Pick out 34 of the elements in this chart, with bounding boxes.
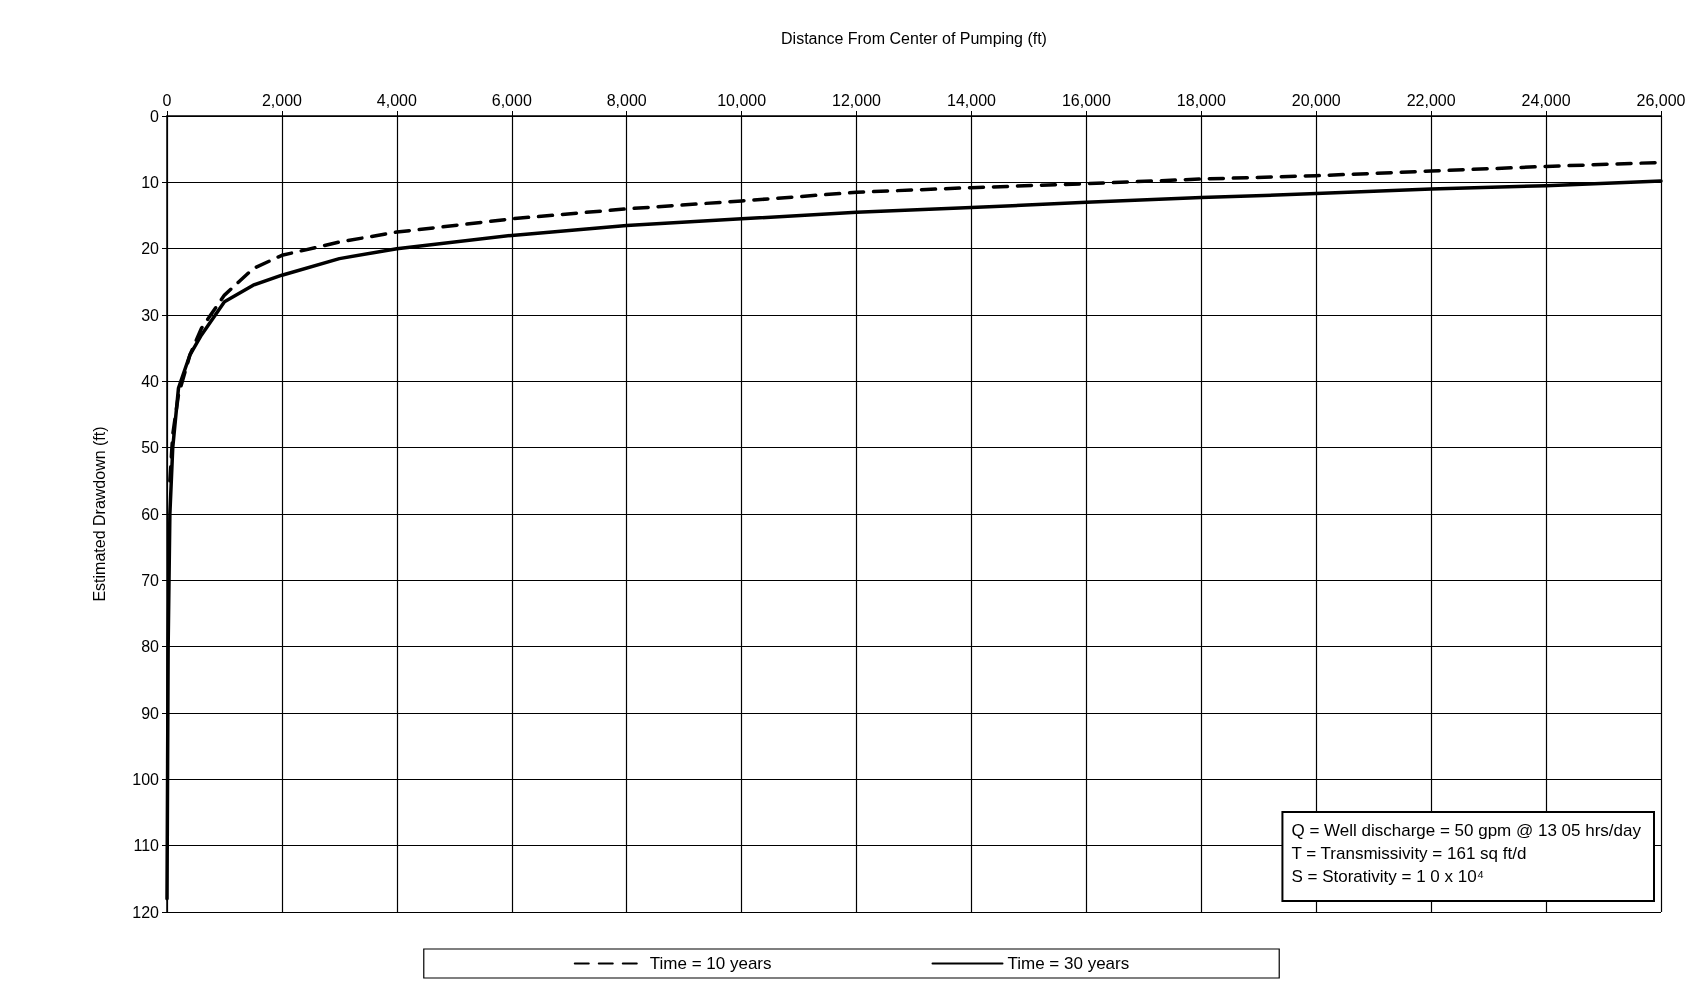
x-tick-label: 2,000 xyxy=(261,91,303,109)
y-tick-label: 70 xyxy=(141,571,160,589)
x-tick-label: 10,000 xyxy=(717,91,767,109)
y-tick-label: 110 xyxy=(133,837,160,855)
x-tick-label: 14,000 xyxy=(946,91,997,109)
x-tick-label: 20,000 xyxy=(1291,91,1341,109)
y-axis-title: Estimated Drawdown (ft) xyxy=(90,426,108,602)
y-tick-label: 50 xyxy=(141,439,160,457)
legend-label: Time = 10 years xyxy=(649,954,772,973)
x-tick-label: 6,000 xyxy=(491,91,532,109)
annotation: Q = Well discharge = 50 gpm @ 13 05 hrs/day xyxy=(1291,821,1642,840)
y-tick-label: 100 xyxy=(132,770,160,788)
y-tick-label: 40 xyxy=(141,372,160,390)
y-tick-label: 0 xyxy=(150,107,160,125)
annotation: T = Transmissivity = 161 sq ft/d xyxy=(1291,844,1527,863)
y-tick-label: 20 xyxy=(141,240,160,258)
y-tick-label: 10 xyxy=(141,173,160,191)
x-tick-label: 16,000 xyxy=(1061,91,1111,109)
y-tick-label: 60 xyxy=(141,505,160,523)
x-tick-label: 8,000 xyxy=(606,91,647,109)
x-tick-label: 4,000 xyxy=(376,91,417,109)
x-tick-label: 24,000 xyxy=(1521,91,1571,109)
x-tick-label: 12,000 xyxy=(832,91,882,109)
y-tick-label: 80 xyxy=(141,638,160,656)
y-tick-label: 90 xyxy=(141,704,160,722)
annotation: S = Storativity = 1 0 x 10⁴ xyxy=(1291,867,1484,886)
x-axis-title: Distance From Center of Pumping (ft) xyxy=(781,29,1047,47)
legend-label: Time = 30 years xyxy=(1007,954,1130,973)
x-tick-label: 0 xyxy=(162,91,172,109)
x-tick-label: 22,000 xyxy=(1406,91,1456,109)
x-tick-label: 18,000 xyxy=(1176,91,1226,109)
y-tick-label: 30 xyxy=(141,306,160,324)
x-tick-label: 26,000 xyxy=(1636,91,1686,109)
y-tick-label: 120 xyxy=(132,903,160,921)
